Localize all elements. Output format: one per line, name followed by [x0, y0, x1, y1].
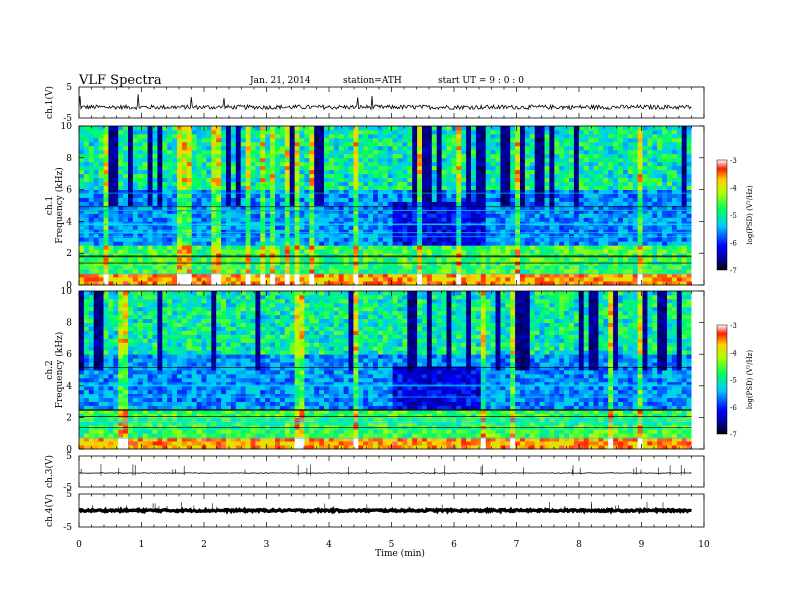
ch2-spectrogram-colorbar-tick: -5 [730, 377, 737, 385]
ch4-waveform-ytick-label: -5 [63, 523, 72, 533]
ch4-waveform: 5 -5 ch.4(V) [44, 490, 705, 533]
x-tick-label: 0 [76, 540, 82, 550]
x-tick-label: 6 [451, 540, 457, 550]
ch1-waveform-ylabel: ch.1(V) [44, 86, 55, 119]
ch3-waveform-line [78, 472, 692, 474]
ch2-spectrogram-cells [79, 291, 692, 450]
colorbars: -3 -4 -5 -6 -7 log(PSD) (V²/Hz) -3 -4 -5 -6 -7 log(… [716, 157, 754, 439]
x-tick-label: 4 [326, 540, 332, 550]
ch1-spectrogram-colorbar-tick: -3 [730, 157, 737, 165]
ch4-waveform-line [78, 506, 692, 515]
ch2-spectrogram-colorbar: -3 -4 -5 -6 -7 log(PSD) (V²/Hz) [716, 322, 754, 439]
ch2-spectrogram-ytick-label: 8 [66, 319, 72, 329]
ch2-spectrogram-ytick-label: 6 [66, 350, 72, 360]
x-tick-label: 2 [201, 540, 207, 550]
ch1-spectrogram-ytick-label: 4 [66, 217, 72, 227]
x-tick-label: 9 [639, 540, 645, 550]
ch1-waveform: 5 -5 ch.1(V) [44, 83, 705, 124]
x-tick-label: 1 [139, 540, 145, 550]
ch1-spectrogram-colorbar: -3 -4 -5 -6 -7 log(PSD) (V²/Hz) [716, 157, 754, 275]
ch1-spectrogram: 0 2 4 6 8 10 ch.1 Frequency (kHz) [45, 122, 705, 291]
ch2-spectrogram: 0 2 4 6 8 10 ch.2 Frequency (kHz) [45, 287, 705, 455]
ch1-spectrogram-colorbar-tick: -7 [730, 267, 737, 275]
ch3-waveform-ytick-label: -5 [63, 483, 72, 493]
figure-title: VLF Spectra [78, 73, 162, 88]
ch1-spectrogram-ytick-label: 10 [61, 122, 73, 132]
ch3-waveform: 5 -5 ch.3(V) [44, 452, 705, 493]
ch1-waveform-line [78, 94, 692, 111]
ch1-spectrogram-colorbar-tick: -6 [730, 240, 737, 248]
ch1-spectrogram-channel-label: ch.1 [45, 196, 55, 215]
ch1-spectrogram-colorbar-label: log(PSD) (V²/Hz) [746, 185, 754, 244]
ch1-spectrogram-colorbar-tick: -4 [730, 185, 737, 193]
ch1-waveform-ytick-label: 5 [66, 83, 72, 93]
x-tick-label: 7 [514, 540, 520, 550]
x-tick-label: 10 [698, 540, 710, 550]
x-tick-label: 8 [576, 540, 582, 550]
ch3-waveform-ylabel: ch.3(V) [44, 455, 55, 488]
ch2-spectrogram-ytick-label: 10 [61, 287, 73, 297]
ch2-spectrogram-colorbar-scale [716, 324, 728, 435]
ch1-waveform-ytick-label: -5 [63, 114, 72, 124]
ch2-spectrogram-colorbar-tick: -3 [730, 322, 737, 330]
date-label: Jan. 21, 2014 [249, 76, 311, 86]
ch2-spectrogram-ytick-label: 2 [66, 413, 72, 423]
ch1-spectrogram-colorbar-scale [716, 159, 728, 271]
ch1-spectrogram-ylabel: Frequency (kHz) [54, 167, 65, 244]
ch2-spectrogram-colorbar-tick: -7 [730, 431, 737, 439]
ch2-spectrogram-colorbar-label: log(PSD) (V²/Hz) [746, 350, 754, 409]
ch1-spectrogram-ytick-label: 8 [66, 154, 72, 164]
x-axis: 0 1 2 3 4 5 6 7 8 9 10 [76, 540, 710, 550]
start-time-label: start UT = 9 : 0 : 0 [438, 76, 524, 86]
station-label: station=ATH [343, 76, 402, 86]
x-tick-label: 5 [389, 540, 395, 550]
ch4-waveform-ylabel: ch.4(V) [44, 494, 55, 527]
x-axis-label: Time (min) [375, 548, 425, 559]
ch3-waveform-ytick-label: 5 [66, 452, 72, 462]
ch2-spectrogram-channel-label: ch.2 [45, 360, 55, 379]
ch2-spectrogram-ytick-label: 4 [66, 382, 72, 392]
ch2-spectrogram-ylabel: Frequency (kHz) [54, 332, 65, 409]
ch1-spectrogram-ytick-label: 6 [66, 186, 72, 196]
ch2-spectrogram-colorbar-tick: -4 [730, 349, 737, 357]
ch1-spectrogram-ytick-label: 2 [66, 249, 72, 259]
ch1-spectrogram-cells [79, 126, 692, 286]
ch1-spectrogram-colorbar-tick: -5 [730, 212, 737, 220]
ch4-waveform-ytick-label: 5 [66, 490, 72, 500]
ch1-spectrogram-ytick-label: 0 [66, 281, 72, 291]
ch2-spectrogram-ytick-label: 0 [66, 445, 72, 455]
x-tick-label: 3 [264, 540, 270, 550]
ch2-spectrogram-colorbar-tick: -6 [730, 404, 737, 412]
